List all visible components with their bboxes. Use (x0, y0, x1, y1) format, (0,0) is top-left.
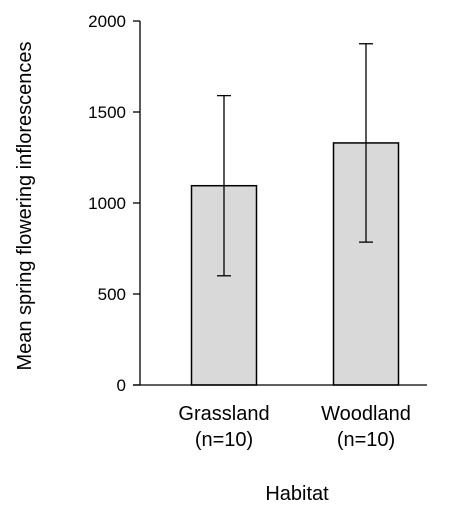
category-sample-size: (n=10) (195, 429, 253, 451)
x-axis-label: Habitat (265, 483, 329, 505)
y-tick-label: 0 (117, 376, 126, 395)
category-labels-layer: Grassland (n=10) Woodland (n=10) (178, 403, 410, 451)
y-tick-label: 2000 (88, 12, 126, 31)
y-tick-label: 500 (98, 285, 126, 304)
category-sample-size: (n=10) (337, 429, 395, 451)
error-bars-layer (217, 43, 373, 277)
y-axis-label: Mean spring flowering inflorescences (14, 41, 36, 370)
y-tick-label: 1500 (88, 103, 126, 122)
bars-layer (190, 142, 400, 386)
category-label: Woodland (321, 403, 411, 425)
y-tick-label: 1000 (88, 194, 126, 213)
category-label: Grassland (178, 403, 269, 425)
y-ticks-layer: 0 500 1000 1500 2000 (88, 12, 140, 395)
